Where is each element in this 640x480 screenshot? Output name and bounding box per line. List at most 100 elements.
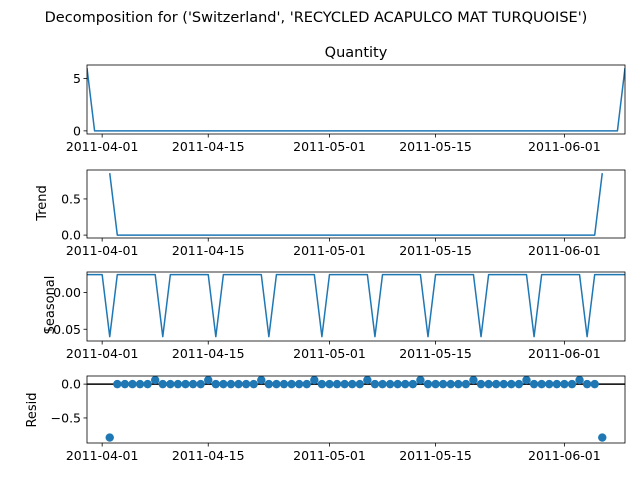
x-tick-label: 2011-06-01 bbox=[528, 139, 601, 154]
axes-frame bbox=[86, 375, 626, 444]
series-line bbox=[108, 173, 604, 236]
x-tick-label: 2011-05-01 bbox=[293, 243, 366, 258]
y-tick-label: 0 bbox=[73, 123, 81, 138]
resid-point bbox=[219, 379, 228, 389]
resid-point bbox=[120, 379, 130, 389]
plot-area bbox=[87, 68, 625, 132]
y-tick-label: −0.05 bbox=[43, 322, 81, 337]
x-tick-label: 2011-04-01 bbox=[66, 243, 139, 258]
x-tick-label: 2011-06-01 bbox=[528, 243, 601, 258]
resid-point bbox=[241, 379, 251, 389]
resid-point bbox=[143, 379, 152, 389]
x-tick-label: 2011-06-01 bbox=[528, 346, 601, 361]
x-tick-label: 2011-05-01 bbox=[293, 448, 366, 463]
resid-point bbox=[135, 379, 145, 389]
y-tick-label: −0.5 bbox=[51, 410, 81, 425]
resid-point bbox=[514, 379, 524, 389]
resid-point bbox=[537, 379, 546, 389]
resid-point bbox=[416, 376, 425, 385]
resid-point bbox=[431, 379, 440, 389]
resid-point bbox=[302, 379, 311, 389]
resid-point bbox=[340, 379, 349, 389]
resid-point bbox=[332, 379, 342, 389]
resid-point bbox=[294, 379, 304, 389]
y-axis-label: Trend bbox=[35, 185, 50, 222]
x-tick-label: 2011-05-01 bbox=[293, 346, 366, 361]
series-line bbox=[87, 68, 625, 132]
resid-point bbox=[507, 379, 516, 389]
resid-point bbox=[363, 376, 372, 385]
x-tick-label: 2011-04-01 bbox=[66, 448, 139, 463]
resid-point bbox=[348, 379, 357, 389]
resid-point bbox=[461, 379, 471, 389]
resid-point bbox=[598, 433, 607, 442]
panel-title: Quantity bbox=[325, 45, 388, 61]
x-tick-label: 2011-04-15 bbox=[172, 243, 245, 258]
resid-point bbox=[264, 379, 274, 389]
panel-trend: Trend 2011-04-01 2011-04-15 2011-05-01 2011… bbox=[35, 169, 626, 258]
resid-point bbox=[545, 379, 554, 389]
resid-point bbox=[279, 379, 289, 389]
resid-point bbox=[438, 379, 448, 389]
resid-point bbox=[173, 379, 183, 389]
axes-frame bbox=[86, 64, 626, 135]
resid-point bbox=[310, 376, 319, 385]
resid-point bbox=[582, 379, 592, 389]
x-tick-label: 2011-05-15 bbox=[399, 346, 472, 361]
resid-point bbox=[575, 376, 584, 385]
resid-point bbox=[469, 376, 478, 385]
y-tick-label: 0.00 bbox=[53, 285, 81, 300]
resid-point bbox=[446, 379, 455, 389]
panel-resid: Resid 2011-04-01 2011-04-15 2011-05-01 2011… bbox=[25, 375, 626, 463]
y-tick-label: 0.0 bbox=[61, 377, 81, 392]
resid-point bbox=[385, 379, 395, 389]
y-tick-label: 0.5 bbox=[61, 191, 81, 206]
resid-point bbox=[423, 379, 433, 389]
y-axis-label: Seasonal bbox=[43, 276, 58, 335]
resid-point bbox=[491, 379, 501, 389]
resid-point bbox=[113, 379, 122, 389]
figure-suptitle: Decomposition for ('Switzerland', 'RECYC… bbox=[45, 10, 588, 26]
resid-point bbox=[317, 379, 327, 389]
resid-point bbox=[181, 379, 190, 389]
resid-point bbox=[529, 379, 539, 389]
resid-point bbox=[378, 379, 387, 389]
x-tick-label: 2011-06-01 bbox=[528, 448, 601, 463]
resid-point bbox=[560, 379, 569, 389]
resid-point bbox=[401, 379, 410, 389]
resid-point bbox=[408, 379, 418, 389]
x-tick-label: 2011-05-15 bbox=[399, 139, 472, 154]
resid-point bbox=[325, 379, 334, 389]
resid-point bbox=[188, 379, 198, 389]
resid-point bbox=[393, 379, 402, 389]
resid-point bbox=[226, 379, 236, 389]
resid-point bbox=[166, 379, 175, 389]
resid-point bbox=[552, 379, 561, 389]
resid-point bbox=[522, 376, 531, 385]
panel-seasonal: Seasonal 2011-04-01 2011-04-15 2011-05-01 2… bbox=[43, 271, 626, 361]
resid-point bbox=[105, 433, 114, 442]
series-line bbox=[87, 273, 625, 338]
x-tick-label: 2011-04-01 bbox=[66, 139, 139, 154]
resid-point bbox=[128, 379, 137, 389]
resid-point bbox=[454, 379, 463, 389]
resid-point bbox=[249, 379, 258, 389]
y-tick-label: 5 bbox=[73, 71, 81, 86]
resid-point bbox=[567, 379, 577, 389]
resid-point bbox=[151, 376, 160, 385]
plot-area bbox=[87, 376, 625, 442]
resid-point bbox=[499, 379, 508, 389]
x-tick-label: 2011-04-15 bbox=[172, 448, 245, 463]
resid-point bbox=[484, 379, 493, 389]
resid-point bbox=[211, 379, 221, 389]
axes-frame bbox=[86, 169, 626, 239]
x-tick-label: 2011-05-15 bbox=[399, 243, 472, 258]
x-tick-label: 2011-04-15 bbox=[172, 139, 245, 154]
resid-point bbox=[234, 379, 243, 389]
resid-point bbox=[257, 376, 266, 385]
resid-point bbox=[204, 376, 213, 385]
x-tick-label: 2011-04-01 bbox=[66, 346, 139, 361]
panel-quantity: Quantity 2011-04-01 2011-04-15 2011-05-01 2… bbox=[66, 45, 626, 154]
resid-point bbox=[196, 379, 205, 389]
